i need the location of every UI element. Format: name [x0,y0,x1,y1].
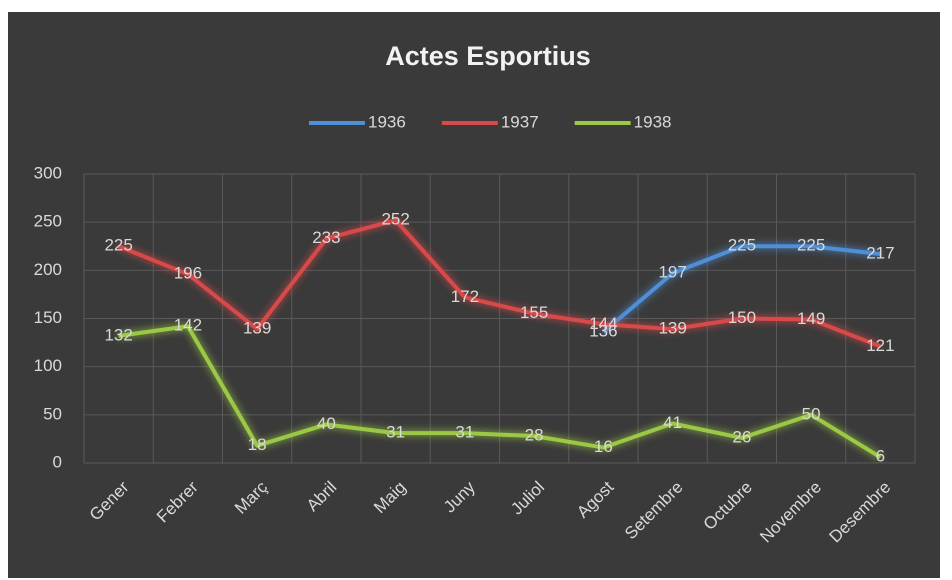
data-label: 136 [589,321,617,340]
data-label: 225 [104,236,132,255]
data-label: 197 [658,263,686,282]
data-label: 144 [589,314,617,333]
data-label: 121 [866,336,894,355]
data-label: 196 [174,264,202,283]
data-label: 31 [455,423,474,442]
series-line [118,324,882,459]
data-label: 139 [658,319,686,338]
data-label: 18 [248,435,267,454]
y-tick-label: 100 [34,356,62,375]
data-label: 26 [732,427,751,446]
data-label: 50 [802,404,821,423]
data-label: 172 [451,287,479,306]
data-label: 41 [663,413,682,432]
data-label: 155 [520,303,548,322]
y-tick-label: 200 [34,260,62,279]
data-label: 252 [381,210,409,229]
data-label: 28 [525,426,544,445]
data-label: 217 [866,243,894,262]
data-label: 31 [386,423,405,442]
legend-label: 1937 [501,112,539,131]
data-label: 149 [797,309,825,328]
data-label: 16 [594,437,613,456]
legend-label: 1936 [368,112,406,131]
data-label: 139 [243,319,271,338]
chart-background [8,12,940,578]
data-label: 150 [728,308,756,327]
y-tick-label: 300 [34,163,62,182]
data-label: 225 [728,236,756,255]
legend-label: 1938 [634,112,672,131]
y-tick-label: 0 [53,452,62,471]
data-label: 40 [317,414,336,433]
y-tick-label: 250 [34,212,62,231]
data-label: 132 [104,325,132,344]
data-label: 142 [174,316,202,335]
y-tick-label: 150 [34,308,62,327]
series-line [602,244,881,334]
data-label: 6 [876,447,885,466]
data-label: 225 [797,236,825,255]
data-label: 233 [312,228,340,247]
y-tick-label: 50 [43,404,62,423]
series-line [117,218,882,349]
chart-title: Actes Esportius [385,41,591,71]
